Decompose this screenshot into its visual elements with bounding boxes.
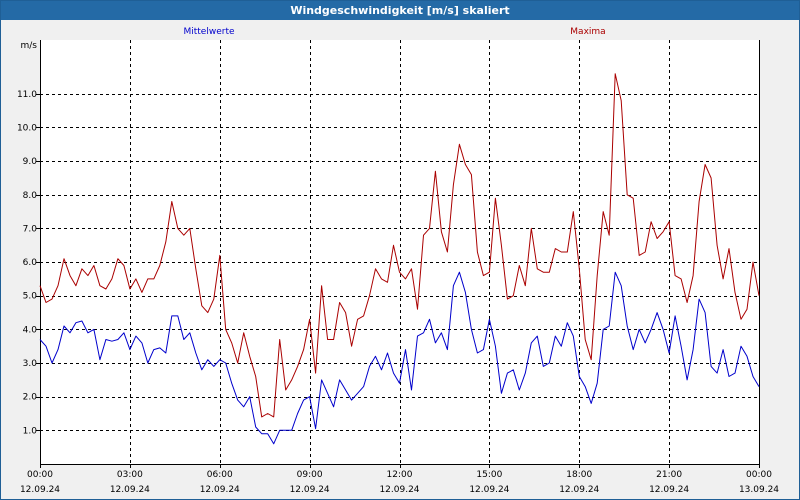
series — [39, 73, 760, 445]
x-tick-label-date: 12.09.24 — [110, 485, 150, 495]
legend-mittelwerte: Mittelwerte — [183, 27, 234, 37]
y-tick-label: 2.0 — [23, 393, 38, 403]
y-tick-label: 11.0 — [17, 90, 37, 100]
x-tick-label-date: 13.09.24 — [739, 485, 779, 495]
x-tick-label-time: 00:00 — [27, 470, 53, 480]
x-tick-label-time: 03:00 — [117, 470, 143, 480]
y-axis-label: m/s — [21, 41, 38, 51]
series-line-maxima — [39, 73, 760, 418]
x-tick-label-time: 06:00 — [207, 470, 233, 480]
x-tick-label-date: 12.09.24 — [20, 485, 60, 495]
y-tick-label: 4.0 — [23, 325, 38, 335]
legend-maxima: Maxima — [570, 27, 605, 37]
y-tick-label: 3.0 — [23, 359, 38, 369]
y-tick-label: 10.0 — [17, 123, 37, 133]
x-tick-label-time: 15:00 — [476, 470, 502, 480]
x-tick-label-time: 12:00 — [387, 470, 413, 480]
x-tick-label-date: 12.09.24 — [379, 485, 419, 495]
y-tick-label: 6.0 — [23, 258, 38, 268]
x-tick-label-date: 12.09.24 — [290, 485, 330, 495]
x-tick-label-date: 12.09.24 — [649, 485, 689, 495]
grid — [40, 40, 759, 464]
y-tick-label: 7.0 — [23, 224, 38, 234]
plot-area — [40, 40, 759, 464]
x-tick-label-time: 00:00 — [746, 470, 772, 480]
x-tick-label-time: 21:00 — [656, 470, 682, 480]
x-tick-label-date: 12.09.24 — [200, 485, 240, 495]
x-tick-label-time: 09:00 — [297, 470, 323, 480]
axes — [36, 40, 760, 468]
y-tick-label: 9.0 — [23, 157, 38, 167]
y-tick-label: 8.0 — [23, 191, 38, 201]
y-tick-label: 1.0 — [23, 426, 38, 436]
labels: m/s 1.0 2.0 3.0 4.0 5.0 6.0 7.0 8.0 9.0 10.0 11.0 00… — [17, 27, 779, 495]
series-line-mittelwerte — [39, 271, 760, 445]
y-tick-label: 5.0 — [23, 292, 38, 302]
chart-title: Windgeschwindigkeit [m/s] skaliert — [1, 1, 799, 20]
x-tick-label-date: 12.09.24 — [559, 485, 599, 495]
x-tick-label-date: 12.09.24 — [469, 485, 509, 495]
x-tick-label-time: 18:00 — [566, 470, 592, 480]
